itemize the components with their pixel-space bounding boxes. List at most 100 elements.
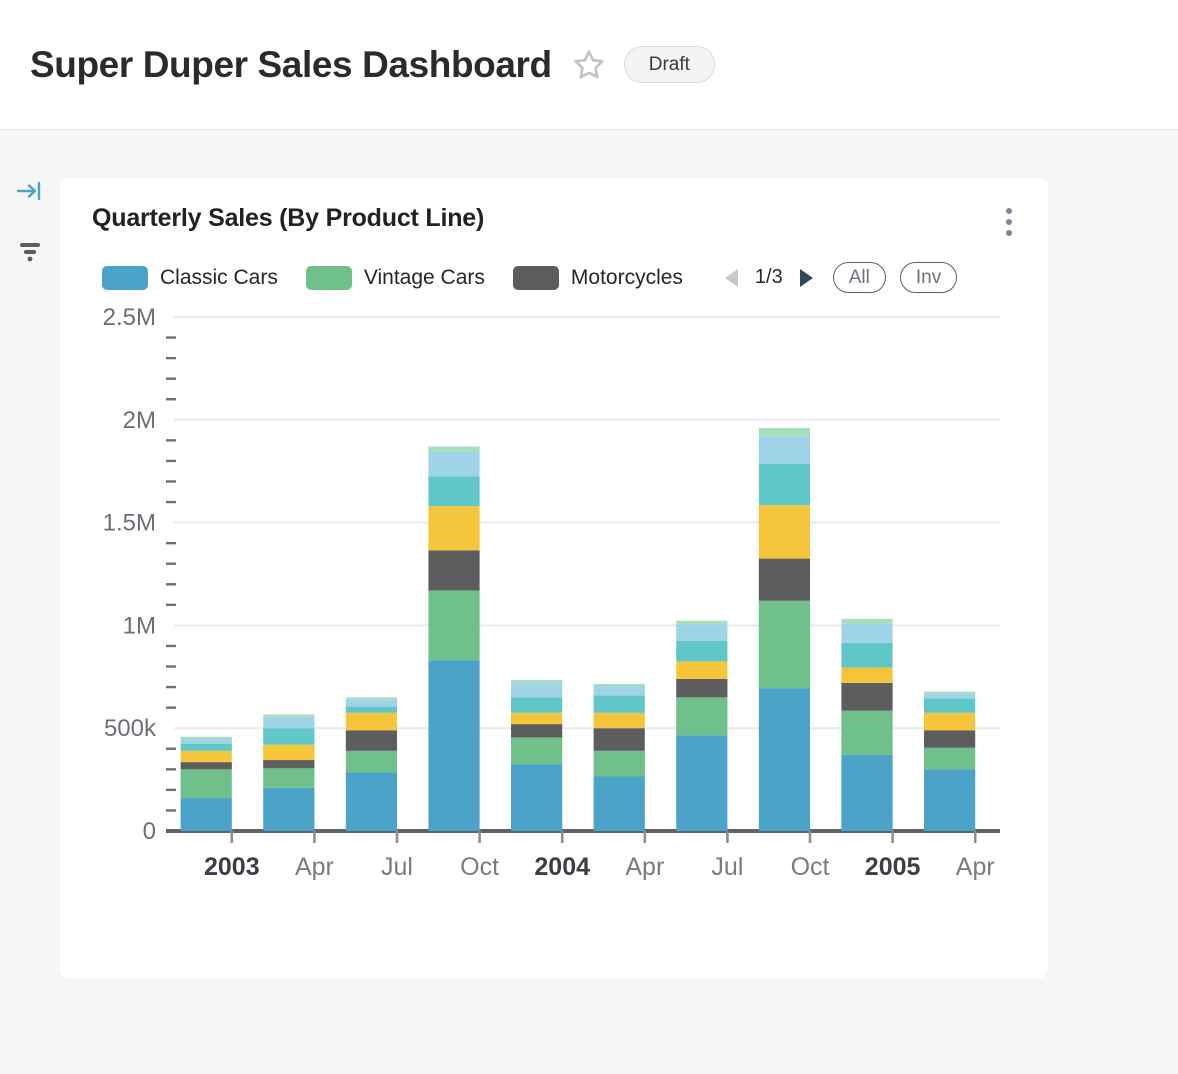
filter-funnel-icon[interactable] <box>13 236 47 266</box>
bar-segment[interactable] <box>924 691 976 694</box>
bar-segment[interactable] <box>758 688 811 831</box>
bar-segment[interactable] <box>345 699 398 707</box>
legend-item-vintage-cars[interactable]: Vintage Cars <box>305 265 485 290</box>
bar-segment[interactable] <box>511 682 563 698</box>
x-axis-tick-label: Jul <box>711 853 743 881</box>
bar-segment[interactable] <box>758 428 811 437</box>
bar-segment[interactable] <box>180 738 232 744</box>
bar-segment[interactable] <box>758 464 811 506</box>
legend-label: Vintage Cars <box>363 265 485 289</box>
bar-segment[interactable] <box>263 768 315 788</box>
bar-segment[interactable] <box>593 712 645 729</box>
bar-segment[interactable] <box>263 728 315 745</box>
kebab-dot <box>1006 230 1012 236</box>
bar-segment[interactable] <box>345 750 398 773</box>
chart-pager: 1/3 <box>719 266 819 290</box>
stacked-bar-chart[interactable]: 0 500k 1M 1.5M 2M 2.5M 2003 Apr Jul Oct 2004 Apr Jul… <box>92 307 1012 907</box>
left-rail <box>0 130 60 1074</box>
bar-segment[interactable] <box>676 697 728 736</box>
bar-segment[interactable] <box>263 760 315 769</box>
kebab-dot <box>1006 219 1012 225</box>
kebab-dot <box>1006 208 1012 214</box>
bar-segment[interactable] <box>180 798 232 831</box>
legend-swatch <box>305 265 352 290</box>
bar-segment[interactable] <box>841 682 893 711</box>
bar-segment[interactable] <box>180 762 232 770</box>
bar-segment[interactable] <box>593 683 645 687</box>
bar-segment[interactable] <box>676 624 728 641</box>
bar-segment[interactable] <box>924 747 976 770</box>
bar-segment[interactable] <box>428 476 480 507</box>
x-axis-tick-label: Oct <box>460 853 499 881</box>
bar-segment[interactable] <box>345 697 398 700</box>
bar-segment[interactable] <box>924 712 976 731</box>
bar-segment[interactable] <box>180 750 232 763</box>
bar-segment[interactable] <box>511 679 563 683</box>
kebab-menu-icon[interactable] <box>1000 204 1018 240</box>
bar-segment[interactable] <box>758 600 811 689</box>
bar-segment[interactable] <box>593 728 645 751</box>
y-axis-tick-label: 500k <box>104 715 157 742</box>
bar-segment[interactable] <box>428 590 480 661</box>
bar-segment[interactable] <box>841 710 893 755</box>
bar-segment[interactable] <box>345 772 398 831</box>
bar-segment[interactable] <box>841 623 893 643</box>
bar-segment[interactable] <box>263 714 315 717</box>
bar-segment[interactable] <box>841 642 893 668</box>
bar-segment[interactable] <box>676 735 728 831</box>
triangle-right-icon[interactable] <box>793 266 819 290</box>
bar-segment[interactable] <box>511 724 563 738</box>
bar-segment[interactable] <box>511 764 563 831</box>
bar-segment[interactable] <box>593 686 645 696</box>
bar-segment[interactable] <box>180 736 232 739</box>
triangle-left-icon[interactable] <box>719 266 745 290</box>
bar-segment[interactable] <box>428 660 480 831</box>
bar-segment[interactable] <box>511 737 563 765</box>
pager-label: 1/3 <box>754 266 783 288</box>
status-badge[interactable]: Draft <box>623 46 715 83</box>
bar-segment[interactable] <box>676 661 728 679</box>
bar-segment[interactable] <box>263 744 315 761</box>
x-axis-tick-label: Oct <box>791 853 830 881</box>
bar-segment[interactable] <box>511 712 563 725</box>
star-outline-icon[interactable] <box>572 48 606 82</box>
chart-card: Quarterly Sales (By Product Line) Classi… <box>60 178 1048 978</box>
legend-swatch <box>512 265 559 290</box>
bar-segment[interactable] <box>345 706 398 713</box>
bar-segment[interactable] <box>180 743 232 751</box>
inv-button[interactable]: Inv <box>899 262 958 293</box>
bar-segment[interactable] <box>676 620 728 625</box>
bar-segment[interactable] <box>345 712 398 731</box>
collapse-panel-arrow-icon[interactable] <box>13 176 47 206</box>
bar-segment[interactable] <box>924 698 976 713</box>
bar-segment[interactable] <box>428 451 480 477</box>
bar-segment[interactable] <box>676 640 728 662</box>
bar-segment[interactable] <box>924 769 976 831</box>
bar-segment[interactable] <box>428 506 480 551</box>
x-axis-tick-label: Apr <box>625 853 664 881</box>
bar-segment[interactable] <box>758 558 811 601</box>
all-button[interactable]: All <box>832 262 886 293</box>
bar-segment[interactable] <box>593 776 645 831</box>
legend-item-classic-cars[interactable]: Classic Cars <box>102 265 278 290</box>
bar-segment[interactable] <box>924 693 976 699</box>
bar-segment[interactable] <box>676 678 728 698</box>
bar-segment[interactable] <box>593 695 645 713</box>
bar-segment[interactable] <box>345 730 398 751</box>
bar-segment[interactable] <box>593 750 645 777</box>
legend-item-motorcycles[interactable]: Motorcycles <box>512 265 683 290</box>
bar-segment[interactable] <box>263 787 315 831</box>
bar-segment[interactable] <box>428 446 480 452</box>
bar-segment[interactable] <box>758 436 811 465</box>
bar-segment[interactable] <box>841 618 893 624</box>
bar-segment[interactable] <box>428 550 480 591</box>
page-title: Super Duper Sales Dashboard <box>30 43 552 85</box>
bar-segment[interactable] <box>841 667 893 683</box>
bar-segment[interactable] <box>511 697 563 713</box>
bar-segment[interactable] <box>263 716 315 729</box>
bar-segment[interactable] <box>758 505 811 559</box>
chart-title: Quarterly Sales (By Product Line) <box>92 204 485 232</box>
bar-segment[interactable] <box>924 730 976 748</box>
bar-segment[interactable] <box>841 754 893 831</box>
bar-segment[interactable] <box>180 769 232 799</box>
